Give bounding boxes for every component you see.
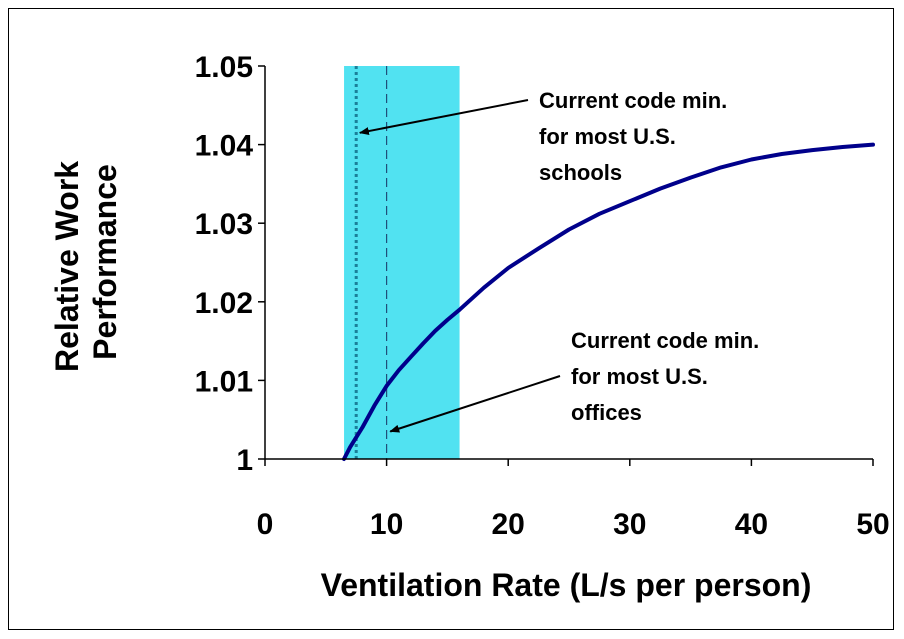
annotation-1-line-1: Current code min.: [539, 88, 727, 113]
x-tick-label: 30: [613, 508, 646, 541]
annotation-1-text: Current code min. for most U.S. schools: [539, 88, 727, 185]
annotation-2-text: Current code min. for most U.S. offices: [571, 328, 759, 425]
y-tick-label: 1: [236, 444, 253, 477]
annotation-1-line-3: schools: [539, 160, 622, 185]
annotation-2-line-2: for most U.S.: [571, 364, 708, 389]
annotation-2-line-1: Current code min.: [571, 328, 759, 353]
reference-lines-group: [354, 66, 388, 459]
y-axis-label-line-1: Relative Work: [49, 161, 85, 372]
y-tick-label: 1.02: [195, 287, 253, 320]
y-tick-label: 1.01: [195, 365, 253, 398]
series-line-1: [342, 142, 875, 461]
annotation-1-line-2: for most U.S.: [539, 124, 676, 149]
y-axis-label: Relative Work Performance: [49, 152, 123, 372]
y-axis-label-line-2: Performance: [87, 164, 123, 360]
x-tick-label: 0: [257, 508, 274, 541]
series-group: [342, 142, 875, 461]
y-tick-label: 1.05: [195, 51, 253, 84]
x-tick-label: 50: [856, 508, 889, 541]
chart-frame: [8, 8, 894, 630]
axes-group: [258, 65, 874, 466]
annotation-1-arrow: [358, 99, 529, 136]
annotations-group: Current code min. for most U.S. schoolsCur…: [358, 88, 759, 433]
y-tick-label: 1.04: [195, 130, 254, 163]
x-axis-label: Ventilation Rate (L/s per person): [321, 567, 812, 603]
tick-labels-group: 0 10 20 30 40 50 1 1.01 1.02 1.03 1.04 1.05: [195, 51, 890, 541]
y-tick-label: 1.03: [195, 208, 253, 241]
x-tick-label: 40: [735, 508, 768, 541]
annotation-2-line-3: offices: [571, 400, 642, 425]
x-tick-label: 10: [370, 508, 403, 541]
annotation-2-arrow: [389, 375, 561, 433]
x-tick-label: 20: [492, 508, 525, 541]
